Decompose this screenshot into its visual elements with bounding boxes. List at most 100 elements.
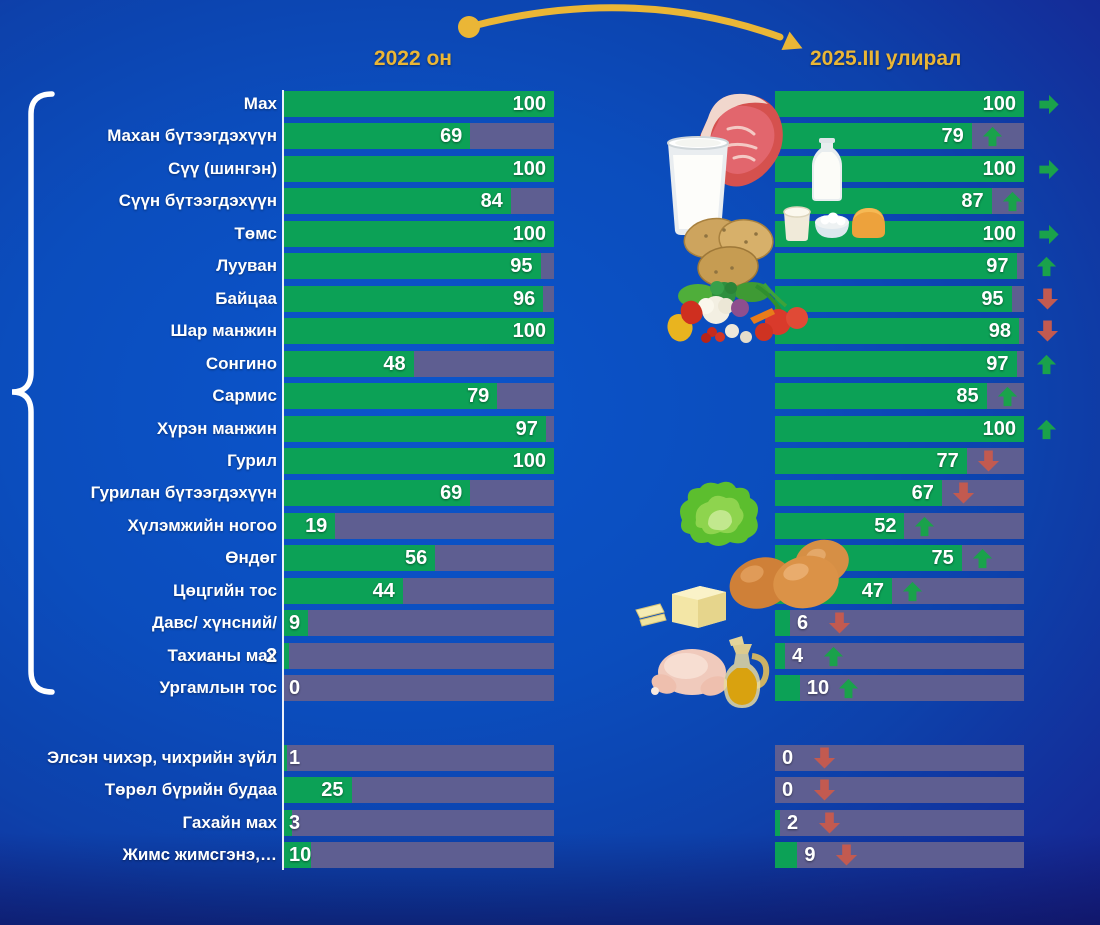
bar-2025-fill — [775, 383, 987, 410]
bar-2025-track: 100 — [775, 220, 1059, 247]
bar-2025-track: 95 — [775, 285, 1059, 312]
bar-2025-value: 10 — [806, 677, 830, 700]
bar-2022-value: 79 — [467, 385, 490, 408]
trend-up-icon — [823, 646, 844, 666]
bar-2022-value: 100 — [512, 93, 546, 115]
bar-2025-value: 85 — [956, 385, 979, 408]
trend-down-icon — [836, 844, 858, 866]
butter-icon — [634, 576, 734, 634]
bar-2025-track: 98 — [775, 318, 1059, 345]
trend-down-icon — [1036, 288, 1059, 310]
bar-2025-fill — [775, 318, 1020, 345]
bar-2022-fill — [284, 91, 554, 117]
bar-2022-value: 97 — [515, 417, 538, 440]
category-label: Сармис — [212, 386, 277, 406]
category-label: Гурилан бүтээгдэхүүн — [90, 483, 277, 503]
bar-2022-value: 69 — [440, 125, 463, 148]
trend-up-icon — [1036, 354, 1057, 374]
bar-2022-fill — [284, 809, 293, 836]
bar-2025-track: 97 — [775, 253, 1057, 280]
category-label: Гурил — [227, 450, 277, 470]
bar-2022-track: 100 — [284, 155, 554, 182]
bar-2025-value: 75 — [931, 547, 954, 570]
bar-2022-track: 69 — [284, 480, 554, 507]
category-label: Төрөл бүрийн будаа — [104, 780, 277, 800]
bar-2022-value: 10 — [289, 844, 312, 867]
category-label: Өндөг — [225, 548, 277, 568]
bar-2025-value: 47 — [861, 579, 885, 602]
trend-up-icon — [915, 516, 935, 536]
bar-2022-fill — [284, 220, 554, 247]
category-label: Жимс жимсгэнэ,… — [122, 845, 277, 865]
bar-2022-fill — [284, 744, 287, 771]
group-bracket — [11, 91, 55, 695]
bar-2022-track: 100 — [284, 91, 554, 117]
category-label: Хүлэмжийн ногоо — [127, 515, 277, 535]
bar-2022-value: 100 — [512, 449, 546, 472]
category-label: Тахианы мах — [167, 645, 277, 665]
bar-2022-value: 100 — [512, 222, 546, 245]
bar-2022-fill — [284, 842, 311, 869]
trend-down-icon — [828, 612, 850, 634]
bar-2022-track: 100 — [284, 220, 554, 247]
bar-2025-value: 52 — [874, 514, 897, 537]
bar-2022-track: 44 — [284, 577, 554, 604]
bar-2022-value: 48 — [383, 352, 406, 375]
category-label: Хүрэн манжин — [156, 418, 277, 438]
bar-2022-fill — [284, 480, 471, 507]
bar-2025-track: 4 — [775, 642, 1024, 669]
trend-same-icon — [1039, 159, 1059, 180]
bar-2025-track: 6 — [775, 610, 1024, 637]
bar-2022-value: 0 — [289, 677, 301, 700]
trend-up-icon — [1036, 419, 1057, 439]
bar-2022-value: 19 — [305, 514, 328, 537]
bar-2022-value: 69 — [440, 482, 463, 505]
bar-2022-track: 79 — [284, 383, 554, 410]
bar-2022-track: 96 — [284, 285, 554, 312]
chicken-icon — [648, 640, 732, 702]
bar-2025-value: 87 — [961, 190, 984, 213]
category-label: Давс/ хүнсний/ — [151, 613, 277, 633]
category-label: Мах — [243, 94, 277, 113]
category-label: Лууван — [216, 256, 277, 276]
bar-2022-track: 10 — [284, 842, 554, 869]
bar-2022-track: 0 — [284, 675, 554, 702]
bar-2025-value: 97 — [986, 352, 1009, 375]
bar-2022-fill — [284, 415, 546, 442]
year-transition-arrow-icon — [458, 4, 803, 50]
bar-2025-value: 95 — [981, 287, 1004, 310]
bar-2025-fill — [775, 809, 780, 836]
bar-2022-value: 95 — [510, 255, 533, 278]
bar-2025-fill — [775, 123, 972, 150]
trend-down-icon — [952, 482, 974, 504]
bar-2022-fill — [284, 188, 511, 215]
bar-2022-track: 3 — [284, 809, 554, 836]
bar-2025-track: 100 — [775, 91, 1059, 117]
bar-2022-fill — [284, 285, 544, 312]
bar-2022-value: 56 — [404, 547, 428, 570]
bar-2022-track: 9 — [284, 610, 554, 637]
bar-2025-track: 67 — [775, 480, 1024, 507]
bar-2025-value: 79 — [941, 125, 964, 148]
bar-2025-fill — [775, 842, 798, 869]
bar-2025-fill — [775, 642, 785, 669]
bar-2022-value: 84 — [480, 190, 503, 213]
column-header-2025: 2025.III улирал — [810, 47, 962, 70]
bar-2022-track: 97 — [284, 415, 554, 442]
bar-2025-track: 0 — [775, 744, 1024, 771]
trend-down-icon — [977, 450, 999, 472]
bar-2025-fill — [775, 350, 1017, 377]
bar-2025-fill — [775, 285, 1012, 312]
bar-2025-track: 85 — [775, 383, 1024, 410]
bar-2022-track: 56 — [284, 545, 554, 572]
bar-2022-fill — [284, 253, 541, 280]
bar-2025-value: 100 — [982, 157, 1016, 180]
bar-2022-value: 100 — [512, 157, 546, 180]
bar-2022-fill — [284, 610, 309, 637]
trend-up-icon — [1036, 257, 1057, 277]
potatoes-icon — [680, 212, 778, 292]
category-label: Ургамлын тос — [159, 678, 277, 698]
trend-down-icon — [1036, 320, 1059, 342]
bar-2025-track: 100 — [775, 415, 1057, 442]
